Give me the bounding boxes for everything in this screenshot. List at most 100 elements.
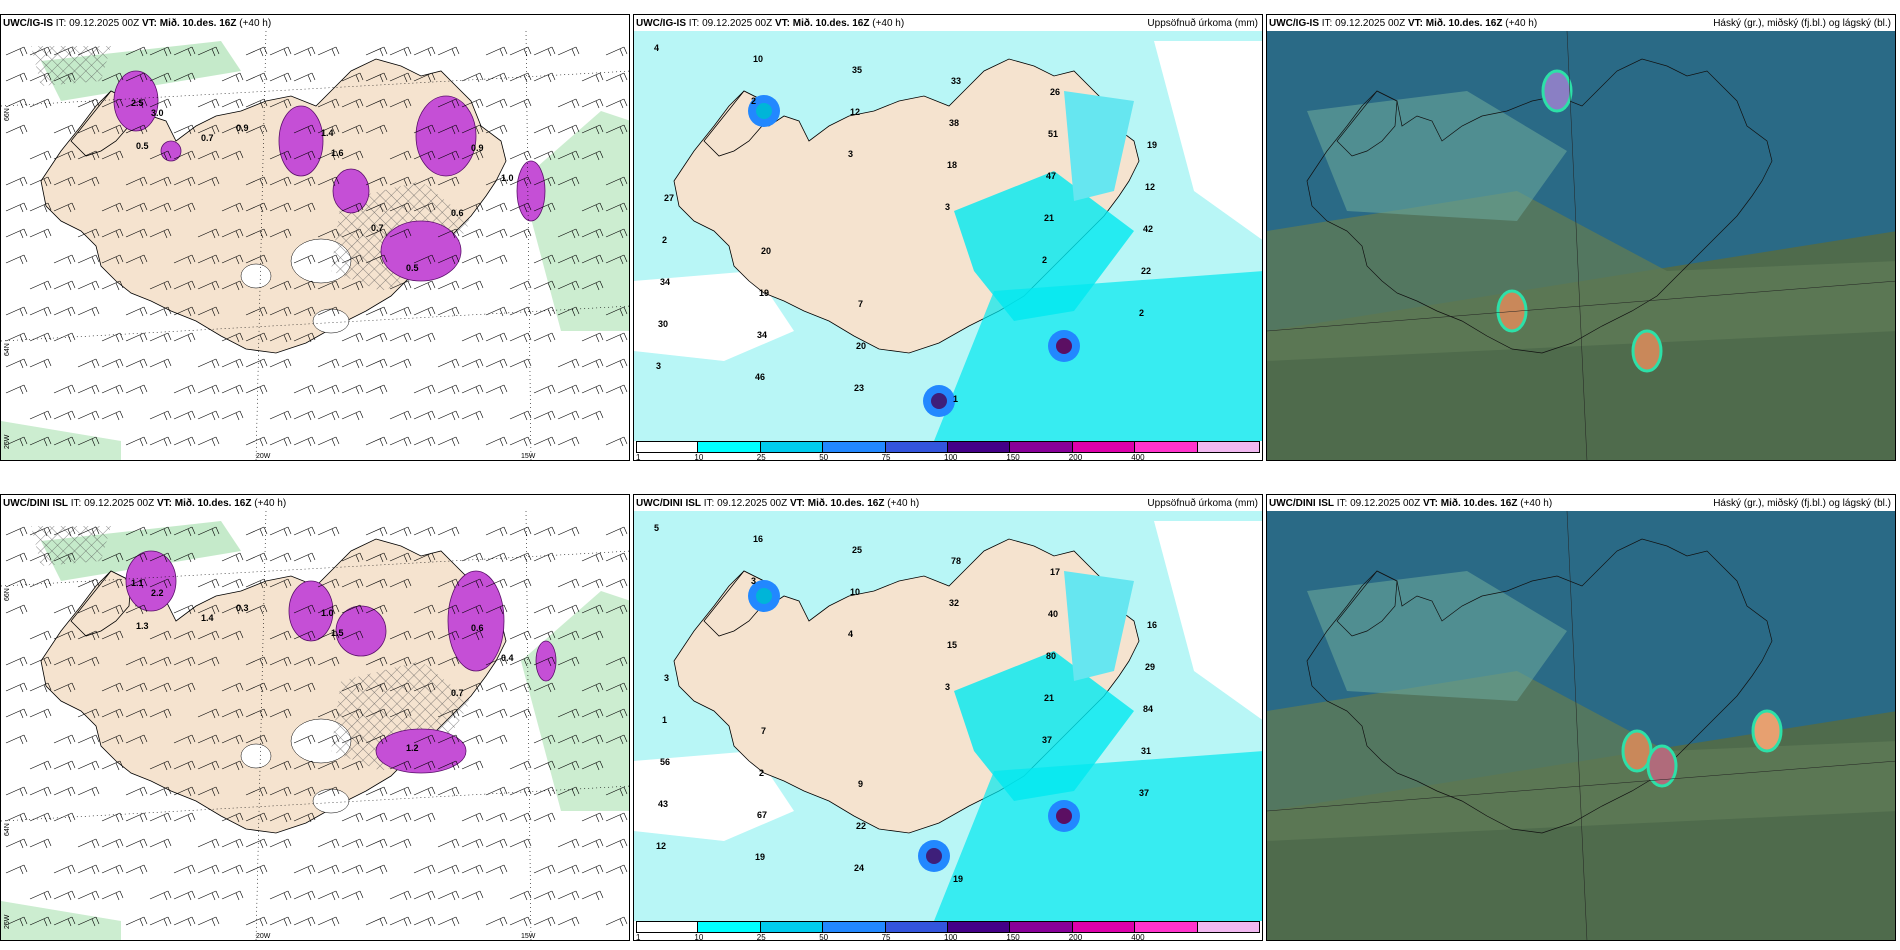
panel-cloud-dini: UWC/DINI ISL IT: 09.12.2025 00Z VT: Mið.…	[1266, 494, 1896, 941]
wind-barb	[245, 656, 268, 667]
wind-barb	[293, 72, 316, 83]
wind-barb	[5, 202, 28, 213]
colorbar-label: 150	[1006, 933, 1020, 941]
wind-barb	[173, 436, 196, 447]
wind-barb	[341, 812, 364, 823]
wind-barb	[509, 630, 532, 641]
wind-barb	[557, 864, 580, 875]
wind-barb	[5, 228, 28, 239]
wind-barb	[221, 604, 244, 615]
wind-barb	[173, 552, 196, 563]
precip-value: 2	[751, 96, 756, 106]
precip-value: 19	[1147, 140, 1157, 150]
gridline	[525, 31, 532, 460]
wind-barb	[317, 786, 340, 797]
wind-barb	[293, 604, 316, 615]
precip-value: 23	[854, 383, 864, 393]
wind-barb	[317, 358, 340, 369]
wind-barb	[509, 708, 532, 719]
wind-barb	[53, 306, 76, 317]
wind-barb	[317, 708, 340, 719]
wind-barb	[317, 46, 340, 57]
precip-value: 80	[1046, 651, 1056, 661]
wind-barb	[533, 436, 556, 447]
wind-barb	[605, 552, 628, 563]
wind-barb	[29, 760, 52, 771]
wind-barb	[341, 228, 364, 239]
wind-barb	[581, 72, 604, 83]
wind-barb	[557, 176, 580, 187]
wind-barb	[437, 124, 460, 135]
wind-barb	[221, 578, 244, 589]
wind-value: 1.2	[406, 743, 419, 753]
wind-barb	[389, 202, 412, 213]
wind-barb	[29, 332, 52, 343]
wind-barb	[317, 176, 340, 187]
wind-barb	[509, 72, 532, 83]
wind-barb	[29, 786, 52, 797]
wind-barb	[149, 306, 172, 317]
wind-barb	[53, 760, 76, 771]
wind-barb	[485, 708, 508, 719]
wind-barb	[5, 812, 28, 823]
axis-label: 66N	[4, 108, 11, 121]
wind-barb	[197, 436, 220, 447]
panel-wind-dini: UWC/DINI ISL IT: 09.12.2025 00Z VT: Mið.…	[0, 494, 630, 941]
wind-barb	[53, 656, 76, 667]
wind-barb	[197, 708, 220, 719]
precip-value: 4	[848, 629, 853, 639]
wind-barb	[245, 46, 268, 57]
wind-barb	[5, 254, 28, 265]
wind-barb	[125, 176, 148, 187]
wind-barb	[365, 526, 388, 537]
wind-barb	[125, 578, 148, 589]
wind-barb	[5, 176, 28, 187]
wind-barb	[461, 410, 484, 421]
wind-barb	[437, 306, 460, 317]
wind-barb	[461, 734, 484, 745]
wind-barb	[77, 124, 100, 135]
wind-barb	[173, 734, 196, 745]
wind-value: 0.7	[451, 688, 464, 698]
wind-barb	[485, 306, 508, 317]
wind-barb	[269, 786, 292, 797]
wind-barb	[605, 838, 628, 849]
wind-barb	[533, 630, 556, 641]
wind-barb	[77, 604, 100, 615]
wind-barb	[293, 630, 316, 641]
wind-barb	[317, 916, 340, 927]
colorbar-cell	[636, 921, 699, 933]
precip-value: 7	[761, 726, 766, 736]
wind-barb	[581, 578, 604, 589]
precip-value: 4	[654, 43, 659, 53]
wind-barb	[413, 734, 436, 745]
wind-barb	[581, 410, 604, 421]
precip-value: 16	[753, 534, 763, 544]
wind-barb	[581, 604, 604, 615]
wind-barb	[389, 306, 412, 317]
wind-barb	[29, 812, 52, 823]
wind-barb	[197, 254, 220, 265]
wind-barb	[293, 656, 316, 667]
wind-barb	[53, 150, 76, 161]
wind-barb	[389, 578, 412, 589]
wind-barb	[509, 682, 532, 693]
wind-barb	[509, 552, 532, 563]
wind-barb	[389, 812, 412, 823]
wind-barb	[5, 124, 28, 135]
wind-barb	[317, 228, 340, 239]
wind-value: 0.4	[501, 653, 514, 663]
panel-header: UWC/IG-IS IT: 09.12.2025 00Z VT: Mið. 10…	[1269, 18, 1538, 29]
wind-barb	[533, 254, 556, 265]
wind-barb	[581, 630, 604, 641]
wind-barb	[581, 890, 604, 901]
panel-header: UWC/DINI ISL IT: 09.12.2025 00Z VT: Mið.…	[3, 498, 287, 509]
wind-barb	[197, 306, 220, 317]
wind-barb	[101, 72, 124, 83]
wind-barb	[5, 838, 28, 849]
wind-barb	[197, 604, 220, 615]
wind-barb	[533, 812, 556, 823]
wind-barb	[53, 46, 76, 57]
wind-barb	[533, 734, 556, 745]
wind-barb	[557, 384, 580, 395]
